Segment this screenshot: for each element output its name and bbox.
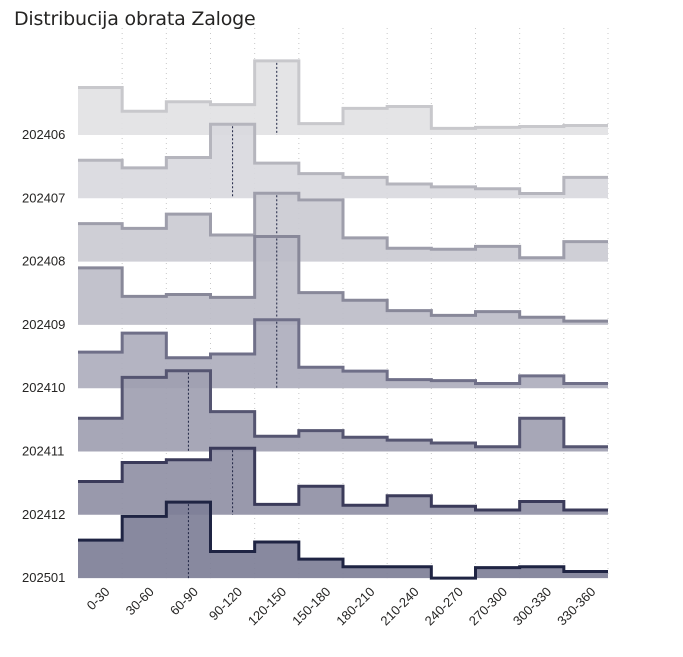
ridge-outline <box>78 318 608 385</box>
x-tick-label: 180-210 <box>333 584 377 628</box>
row-label: 202406 <box>22 127 65 142</box>
ridge-202501 <box>78 500 608 580</box>
row-label: 202408 <box>22 254 65 269</box>
ridge-area <box>78 236 608 325</box>
x-tick-label: 90-120 <box>206 584 245 623</box>
row-label: 202501 <box>22 570 65 585</box>
ridges <box>78 59 608 580</box>
x-tick-label: 330-360 <box>554 584 598 628</box>
row-labels: 202406 202407 202408 202409 202410 202411 2024… <box>22 127 65 585</box>
row-label: 202411 <box>22 444 64 459</box>
x-tick-label: 240-270 <box>422 584 466 628</box>
x-tick-label: 120-150 <box>245 584 289 628</box>
row-label: 202409 <box>22 317 65 332</box>
ridge-202409 <box>78 235 608 325</box>
ridge-area <box>78 448 608 515</box>
ridge-outline <box>78 369 608 449</box>
row-label: 202412 <box>22 507 65 522</box>
ridge-area <box>78 60 608 135</box>
ridge-outline <box>78 446 608 512</box>
ridge-202408 <box>78 191 608 262</box>
ridge-outline <box>78 191 608 260</box>
x-tick-label: 300-330 <box>510 584 554 628</box>
row-label: 202407 <box>22 190 65 205</box>
x-tick-label: 30-60 <box>123 584 157 618</box>
x-tick-label: 150-180 <box>289 584 333 628</box>
x-tick-label: 60-90 <box>167 584 201 618</box>
x-axis-labels: 0-30 30-60 60-90 90-120 120-150 150-180 180-21… <box>84 584 599 628</box>
ridge-202411 <box>78 369 608 452</box>
row-label: 202410 <box>22 380 65 395</box>
ridge-202407 <box>78 122 608 199</box>
ridge-202412 <box>78 446 608 515</box>
ridge-outline <box>78 59 608 130</box>
ridge-outline <box>78 235 608 323</box>
chart-title: Distribucija obrata Zaloge <box>14 8 256 30</box>
ridge-202406 <box>78 59 608 135</box>
x-tick-label: 270-300 <box>466 584 510 628</box>
ridge-area <box>78 124 608 199</box>
x-tick-label: 210-240 <box>377 584 421 628</box>
x-tick-label: 0-30 <box>84 584 113 613</box>
ridge-outline <box>78 500 608 580</box>
ridge-outline <box>78 122 608 196</box>
